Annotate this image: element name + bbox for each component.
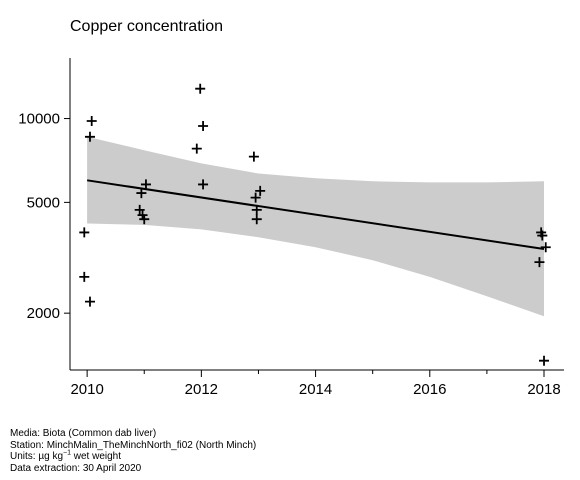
x-tick-label: 2018 <box>527 381 560 398</box>
caption-units: Units: µg kg−1 wet weight <box>10 449 256 463</box>
data-point <box>248 151 259 162</box>
caption-extraction: Data extraction: 30 April 2020 <box>10 462 142 474</box>
data-point <box>540 242 551 253</box>
data-point <box>84 296 95 307</box>
x-tick-label: 2012 <box>185 381 218 398</box>
data-point <box>250 192 261 203</box>
trend-line <box>86 179 545 250</box>
data-point <box>198 179 209 190</box>
data-point <box>79 227 90 238</box>
chart-caption: Media: Biota (Common dab liver) Station:… <box>10 428 256 474</box>
confidence-band <box>87 136 544 317</box>
data-point <box>139 214 150 225</box>
x-tick-label: 2016 <box>413 381 446 398</box>
data-point <box>195 83 206 94</box>
caption-station: Station: MinchMalin_TheMinchNorth_fi02 (… <box>10 439 257 451</box>
data-point <box>251 204 262 215</box>
data-point <box>255 185 266 196</box>
x-tick-label: 2010 <box>70 381 103 398</box>
data-point <box>134 204 145 215</box>
data-point <box>79 271 90 282</box>
confidence-band-layer <box>87 136 544 317</box>
chart-title: Copper concentration <box>70 18 223 35</box>
data-point <box>198 121 209 132</box>
axes-layer: 2000 5000 10000 2010 2012 2014 2016 2018 <box>18 58 564 398</box>
caption-media: Media: Biota (Common dab liver) <box>10 428 157 439</box>
data-point <box>140 179 151 190</box>
data-point <box>534 257 545 268</box>
y-tick-label: 2000 <box>27 305 60 322</box>
data-point <box>537 230 548 241</box>
data-point <box>191 143 202 154</box>
data-point <box>539 355 550 366</box>
data-point <box>86 115 97 126</box>
data-point <box>136 188 147 199</box>
trend-line-layer <box>86 179 545 250</box>
caption-units-prefix: Units: µg kg <box>10 451 64 462</box>
x-tick-label: 2014 <box>299 381 332 398</box>
caption-units-exponent: −1 <box>63 449 71 457</box>
data-point <box>84 131 95 142</box>
y-tick-label: 10000 <box>18 111 60 128</box>
data-point <box>251 214 262 225</box>
y-tick-label: 5000 <box>27 194 60 211</box>
caption-units-suffix: wet weight <box>71 451 122 462</box>
data-points-layer <box>79 83 551 366</box>
